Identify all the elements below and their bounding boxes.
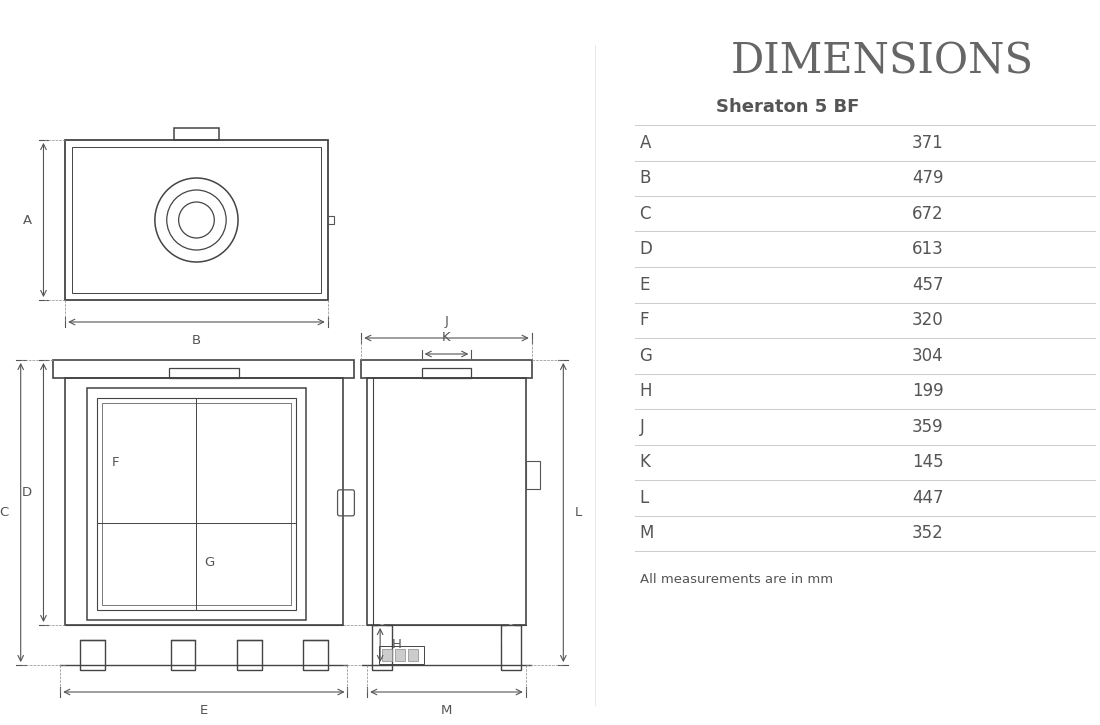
Bar: [80, 640, 104, 670]
Text: H: H: [392, 639, 402, 652]
Text: 199: 199: [912, 382, 944, 400]
Text: 304: 304: [912, 347, 944, 365]
Text: 447: 447: [912, 489, 944, 507]
Bar: [238, 640, 262, 670]
Text: 352: 352: [912, 524, 944, 542]
Text: G: G: [205, 555, 214, 568]
Ellipse shape: [375, 625, 389, 655]
Ellipse shape: [174, 645, 191, 666]
Bar: [65, 140, 328, 300]
Text: 371: 371: [912, 133, 944, 152]
Bar: [395, 649, 405, 661]
Text: D: D: [639, 240, 652, 258]
Text: A: A: [22, 213, 32, 226]
Text: 479: 479: [912, 169, 944, 187]
Ellipse shape: [504, 625, 518, 655]
Bar: [379, 646, 424, 664]
Text: All measurements are in mm: All measurements are in mm: [639, 573, 833, 586]
Text: D: D: [22, 486, 32, 499]
Bar: [372, 625, 392, 670]
Text: 672: 672: [912, 204, 944, 223]
Bar: [367, 378, 526, 625]
Text: F: F: [112, 456, 119, 469]
Text: DIMENSIONS: DIMENSIONS: [730, 40, 1034, 82]
Ellipse shape: [84, 645, 101, 666]
Bar: [328, 216, 333, 224]
Text: A: A: [639, 133, 651, 152]
Bar: [73, 147, 321, 293]
Text: B: B: [639, 169, 651, 187]
Text: L: L: [575, 506, 583, 519]
Bar: [421, 368, 471, 378]
Bar: [500, 625, 520, 670]
Bar: [302, 640, 328, 670]
Bar: [408, 649, 418, 661]
Bar: [361, 360, 531, 378]
Text: K: K: [639, 453, 650, 471]
Text: B: B: [191, 334, 201, 347]
Text: C: C: [0, 506, 9, 519]
Bar: [382, 649, 392, 661]
Text: Sheraton 5 BF: Sheraton 5 BF: [716, 98, 860, 116]
Bar: [169, 368, 239, 378]
Text: M: M: [441, 704, 452, 717]
Text: L: L: [639, 489, 649, 507]
Text: H: H: [639, 382, 652, 400]
Bar: [170, 640, 196, 670]
Text: K: K: [442, 331, 451, 344]
Text: F: F: [639, 311, 649, 329]
Text: 320: 320: [912, 311, 944, 329]
Text: C: C: [639, 204, 651, 223]
Text: 613: 613: [912, 240, 944, 258]
Text: J: J: [444, 315, 449, 328]
Text: E: E: [200, 704, 208, 717]
Bar: [174, 128, 219, 140]
Text: 145: 145: [912, 453, 944, 471]
Bar: [526, 461, 540, 489]
Text: 359: 359: [912, 418, 944, 436]
Text: E: E: [639, 276, 650, 294]
Bar: [97, 398, 296, 610]
Ellipse shape: [241, 645, 258, 666]
Bar: [102, 403, 292, 605]
Text: M: M: [639, 524, 653, 542]
Bar: [54, 360, 354, 378]
Ellipse shape: [307, 645, 323, 666]
Text: 457: 457: [912, 276, 944, 294]
Bar: [65, 378, 342, 625]
Bar: [87, 388, 306, 620]
Text: J: J: [639, 418, 645, 436]
Text: G: G: [639, 347, 652, 365]
